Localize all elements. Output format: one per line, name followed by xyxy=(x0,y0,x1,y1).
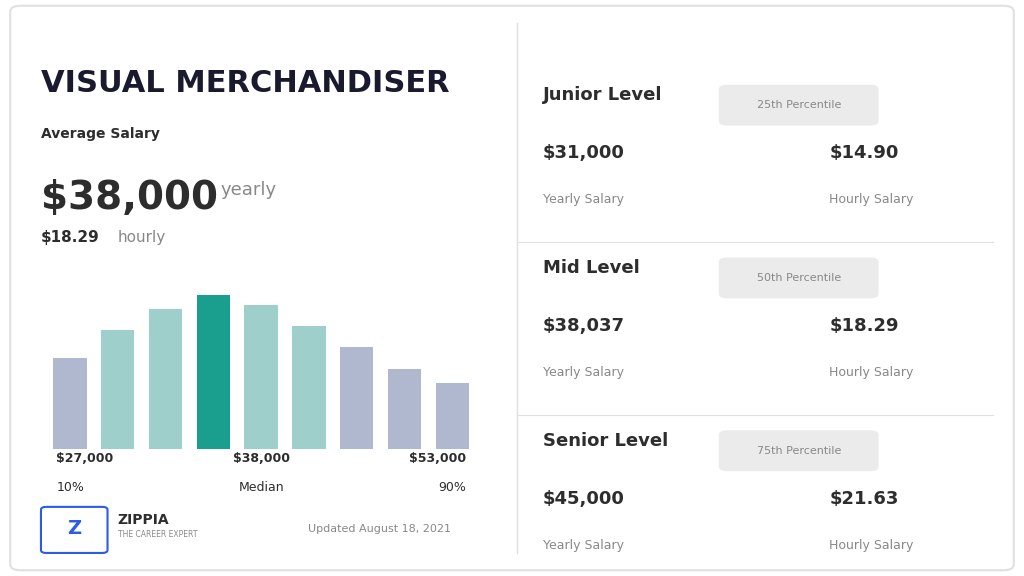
Bar xyxy=(197,295,230,449)
Text: Mid Level: Mid Level xyxy=(543,259,639,277)
Text: $53,000: $53,000 xyxy=(409,452,466,465)
Text: $18.29: $18.29 xyxy=(829,317,899,335)
Text: $38,000: $38,000 xyxy=(41,179,218,217)
Text: yearly: yearly xyxy=(220,181,276,199)
Text: $18.29: $18.29 xyxy=(41,230,99,245)
Bar xyxy=(245,305,278,449)
Bar xyxy=(53,358,87,449)
Text: $14.90: $14.90 xyxy=(829,144,899,162)
Bar xyxy=(340,347,374,449)
FancyBboxPatch shape xyxy=(41,507,108,553)
Text: ZIPPIA: ZIPPIA xyxy=(118,513,169,526)
Text: $45,000: $45,000 xyxy=(543,490,625,507)
Bar xyxy=(292,327,326,449)
Text: Senior Level: Senior Level xyxy=(543,432,668,450)
Text: 25th Percentile: 25th Percentile xyxy=(757,100,841,110)
Text: VISUAL MERCHANDISER: VISUAL MERCHANDISER xyxy=(41,69,450,98)
Text: THE CAREER EXPERT: THE CAREER EXPERT xyxy=(118,530,198,539)
Text: 50th Percentile: 50th Percentile xyxy=(757,273,841,283)
Text: $38,000: $38,000 xyxy=(232,452,290,465)
Text: $38,037: $38,037 xyxy=(543,317,625,335)
Text: Hourly Salary: Hourly Salary xyxy=(829,193,913,206)
Text: Updated August 18, 2021: Updated August 18, 2021 xyxy=(307,524,451,534)
FancyBboxPatch shape xyxy=(719,430,879,471)
Bar xyxy=(101,330,134,449)
Bar xyxy=(388,369,421,449)
Text: Hourly Salary: Hourly Salary xyxy=(829,366,913,379)
Text: Hourly Salary: Hourly Salary xyxy=(829,539,913,552)
Text: 90%: 90% xyxy=(438,481,466,494)
FancyBboxPatch shape xyxy=(10,6,1014,570)
Text: $21.63: $21.63 xyxy=(829,490,899,507)
Text: 10%: 10% xyxy=(56,481,84,494)
Bar xyxy=(148,309,182,449)
Text: Average Salary: Average Salary xyxy=(41,127,160,141)
Text: $27,000: $27,000 xyxy=(56,452,114,465)
Text: Junior Level: Junior Level xyxy=(543,86,663,104)
Text: hourly: hourly xyxy=(118,230,166,245)
Text: $31,000: $31,000 xyxy=(543,144,625,162)
Text: 75th Percentile: 75th Percentile xyxy=(757,446,841,456)
Text: Z: Z xyxy=(68,520,81,538)
Text: Yearly Salary: Yearly Salary xyxy=(543,193,624,206)
Bar xyxy=(435,382,469,449)
Text: Yearly Salary: Yearly Salary xyxy=(543,539,624,552)
FancyBboxPatch shape xyxy=(719,257,879,298)
Text: Yearly Salary: Yearly Salary xyxy=(543,366,624,379)
FancyBboxPatch shape xyxy=(719,85,879,126)
Text: Median: Median xyxy=(239,481,284,494)
